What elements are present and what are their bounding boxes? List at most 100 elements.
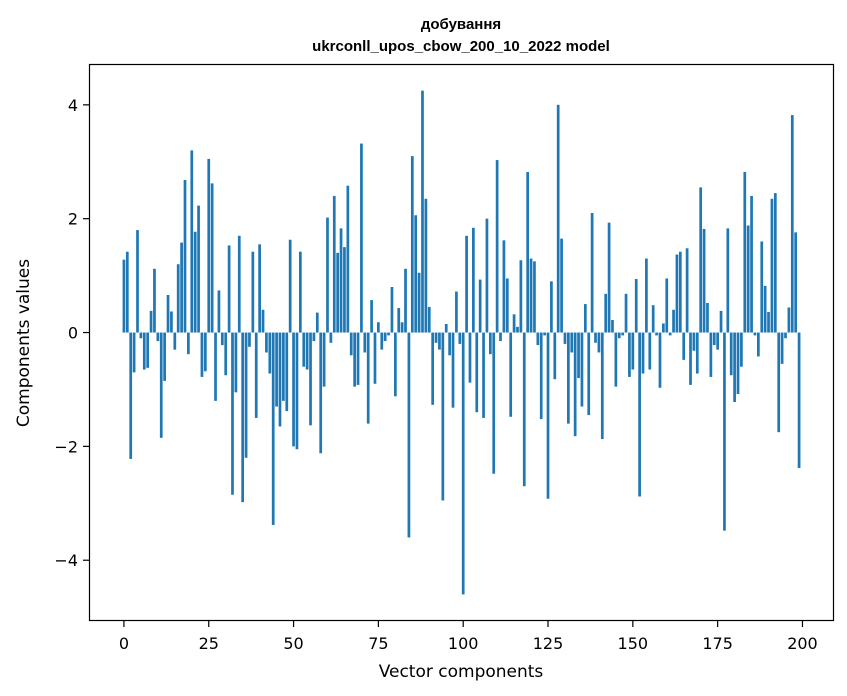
bar-106 bbox=[482, 332, 485, 418]
bar-98 bbox=[455, 291, 458, 333]
bar-54 bbox=[305, 332, 309, 370]
x-tick-label: 175 bbox=[702, 634, 733, 653]
bar-140 bbox=[597, 332, 601, 353]
bar-174 bbox=[712, 332, 716, 346]
bar-46 bbox=[278, 332, 282, 427]
bar-11 bbox=[159, 332, 163, 438]
bar-68 bbox=[353, 332, 356, 387]
bar-110 bbox=[495, 160, 499, 333]
bar-105 bbox=[478, 279, 482, 333]
bar-41 bbox=[261, 309, 265, 333]
bar-167 bbox=[689, 332, 692, 385]
bar-123 bbox=[539, 332, 543, 420]
bar-131 bbox=[567, 332, 570, 424]
bar-59 bbox=[322, 332, 326, 387]
bar-127 bbox=[553, 332, 557, 380]
bar-33 bbox=[234, 332, 238, 393]
bar-107 bbox=[485, 218, 489, 333]
bar-178 bbox=[726, 228, 730, 333]
bar-3 bbox=[132, 332, 136, 373]
x-tick-label: 100 bbox=[448, 634, 479, 653]
bar-164 bbox=[678, 251, 682, 333]
bar-100 bbox=[461, 332, 465, 595]
plot-frame bbox=[88, 63, 835, 622]
bar-186 bbox=[753, 332, 757, 336]
y-tick-label: 2 bbox=[68, 210, 78, 229]
bar-170 bbox=[699, 187, 703, 333]
chart-subtitle: ukrconll_upos_cbow_200_10_2022 model bbox=[312, 38, 610, 55]
bar-48 bbox=[285, 332, 289, 412]
bar-63 bbox=[336, 252, 340, 333]
bar-103 bbox=[472, 227, 475, 333]
bar-135 bbox=[580, 332, 584, 407]
bar-152 bbox=[638, 332, 641, 497]
bar-51 bbox=[295, 332, 299, 450]
bar-194 bbox=[780, 332, 784, 364]
bar-133 bbox=[573, 332, 577, 437]
bar-171 bbox=[702, 228, 706, 333]
bar-115 bbox=[512, 314, 516, 333]
bar-6 bbox=[142, 332, 146, 370]
x-tick-label: 0 bbox=[119, 634, 129, 653]
bar-53 bbox=[302, 332, 306, 367]
bar-13 bbox=[166, 294, 170, 333]
bar-161 bbox=[668, 332, 672, 336]
y-tick-label: −4 bbox=[54, 551, 78, 570]
x-tick-label: 200 bbox=[787, 634, 818, 653]
bar-70 bbox=[360, 143, 363, 333]
bar-157 bbox=[655, 332, 658, 336]
bar-31 bbox=[227, 245, 231, 333]
bar-47 bbox=[282, 332, 285, 401]
bar-2 bbox=[129, 332, 133, 459]
x-tick-label: 125 bbox=[533, 634, 564, 653]
bar-130 bbox=[563, 332, 567, 344]
bar-144 bbox=[611, 320, 614, 333]
bar-94 bbox=[441, 332, 445, 501]
bar-155 bbox=[648, 332, 652, 370]
bar-9 bbox=[153, 268, 156, 333]
bar-50 bbox=[292, 332, 295, 447]
bar-182 bbox=[740, 332, 743, 367]
y-tick-label: 0 bbox=[68, 324, 78, 343]
bar-191 bbox=[770, 198, 774, 333]
bar-180 bbox=[733, 332, 736, 402]
bar-102 bbox=[468, 332, 472, 383]
bar-165 bbox=[682, 332, 686, 360]
bar-176 bbox=[719, 310, 723, 333]
bar-97 bbox=[451, 332, 455, 408]
bar-125 bbox=[546, 332, 550, 499]
bar-85 bbox=[410, 156, 414, 333]
bar-145 bbox=[614, 332, 618, 387]
bar-91 bbox=[431, 332, 435, 405]
bar-42 bbox=[265, 332, 268, 353]
bar-122 bbox=[536, 332, 540, 346]
bar-23 bbox=[200, 332, 204, 377]
bar-172 bbox=[706, 302, 709, 333]
bar-25 bbox=[207, 158, 211, 333]
bar-45 bbox=[275, 332, 278, 407]
bar-39 bbox=[254, 332, 258, 418]
bar-29 bbox=[220, 332, 224, 346]
bar-199 bbox=[797, 332, 801, 469]
bar-12 bbox=[163, 332, 166, 381]
bar-159 bbox=[662, 323, 665, 333]
bar-134 bbox=[577, 332, 580, 379]
bar-56 bbox=[312, 332, 316, 342]
bar-71 bbox=[363, 332, 367, 353]
bar-14 bbox=[170, 311, 173, 333]
bar-162 bbox=[672, 309, 675, 333]
bar-74 bbox=[373, 332, 377, 384]
bar-117 bbox=[519, 260, 523, 333]
bar-64 bbox=[339, 228, 343, 333]
bar-168 bbox=[692, 332, 696, 351]
bar-26 bbox=[210, 183, 214, 333]
bar-120 bbox=[529, 258, 533, 333]
bar-58 bbox=[319, 332, 323, 454]
bar-24 bbox=[203, 332, 207, 372]
bar-146 bbox=[617, 332, 621, 339]
bar-32 bbox=[231, 332, 234, 495]
bar-197 bbox=[790, 115, 794, 333]
bars bbox=[122, 90, 801, 595]
bar-173 bbox=[709, 332, 713, 377]
